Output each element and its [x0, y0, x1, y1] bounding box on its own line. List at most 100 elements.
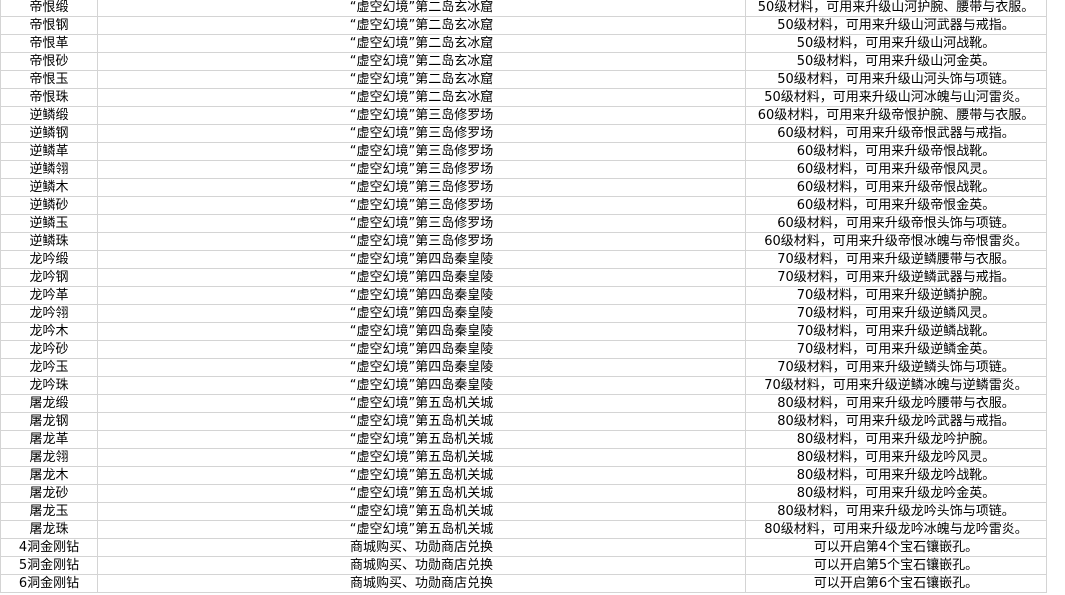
description: 70级材料，可用来升级逆鳞冰魄与逆鳞雷炎。	[745, 376, 1047, 395]
source: “虚空幻境”第二岛玄冰窟	[97, 34, 746, 53]
source: “虚空幻境”第二岛玄冰窟	[97, 16, 746, 35]
source: “虚空幻境”第五岛机关城	[97, 502, 746, 521]
source: “虚空幻境”第三岛修罗场	[97, 178, 746, 197]
source: “虚空幻境”第四岛秦皇陵	[97, 286, 746, 305]
description: 80级材料，可用来升级龙吟风灵。	[745, 448, 1047, 467]
item-name: 逆鳞玉	[0, 214, 98, 233]
item-name: 6洞金刚钻	[0, 574, 98, 593]
description: 70级材料，可用来升级逆鳞风灵。	[745, 304, 1047, 323]
description: 70级材料，可用来升级逆鳞武器与戒指。	[745, 268, 1047, 287]
source: “虚空幻境”第三岛修罗场	[97, 232, 746, 251]
source: “虚空幻境”第五岛机关城	[97, 430, 746, 449]
item-name: 屠龙翎	[0, 448, 98, 467]
description: 60级材料，可用来升级帝恨战靴。	[745, 178, 1047, 197]
item-name: 帝恨砂	[0, 52, 98, 71]
item-name: 屠龙缎	[0, 394, 98, 413]
description: 60级材料，可用来升级帝恨武器与戒指。	[745, 124, 1047, 143]
description: 可以开启第6个宝石镶嵌孔。	[745, 574, 1047, 593]
source: “虚空幻境”第二岛玄冰窟	[97, 0, 746, 17]
source: “虚空幻境”第三岛修罗场	[97, 106, 746, 125]
table-row: 帝恨砂 “虚空幻境”第二岛玄冰窟 50级材料，可用来升级山河金英。	[0, 52, 1047, 71]
table-row: 逆鳞玉 “虚空幻境”第三岛修罗场 60级材料，可用来升级帝恨头饰与项链。	[0, 214, 1047, 233]
table-row: 逆鳞缎 “虚空幻境”第三岛修罗场 60级材料，可用来升级帝恨护腕、腰带与衣服。	[0, 106, 1047, 125]
table-row: 屠龙砂 “虚空幻境”第五岛机关城 80级材料，可用来升级龙吟金英。	[0, 484, 1047, 503]
description: 60级材料，可用来升级帝恨护腕、腰带与衣服。	[745, 106, 1047, 125]
description: 50级材料，可用来升级山河冰魄与山河雷炎。	[745, 88, 1047, 107]
item-name: 帝恨珠	[0, 88, 98, 107]
description: 60级材料，可用来升级帝恨冰魄与帝恨雷炎。	[745, 232, 1047, 251]
item-name: 龙吟珠	[0, 376, 98, 395]
item-name: 4洞金刚钻	[0, 538, 98, 557]
table-row: 屠龙木 “虚空幻境”第五岛机关城 80级材料，可用来升级龙吟战靴。	[0, 466, 1047, 485]
source: “虚空幻境”第三岛修罗场	[97, 196, 746, 215]
item-name: 屠龙木	[0, 466, 98, 485]
item-name: 屠龙玉	[0, 502, 98, 521]
description: 60级材料，可用来升级帝恨金英。	[745, 196, 1047, 215]
description: 可以开启第5个宝石镶嵌孔。	[745, 556, 1047, 575]
item-name: 逆鳞缎	[0, 106, 98, 125]
description: 50级材料，可用来升级山河护腕、腰带与衣服。	[745, 0, 1047, 17]
item-name: 逆鳞珠	[0, 232, 98, 251]
table-row: 龙吟翎 “虚空幻境”第四岛秦皇陵 70级材料，可用来升级逆鳞风灵。	[0, 304, 1047, 323]
source: “虚空幻境”第四岛秦皇陵	[97, 376, 746, 395]
item-name: 逆鳞钢	[0, 124, 98, 143]
source: “虚空幻境”第五岛机关城	[97, 520, 746, 539]
source: “虚空幻境”第四岛秦皇陵	[97, 358, 746, 377]
source: “虚空幻境”第三岛修罗场	[97, 214, 746, 233]
item-name: 屠龙砂	[0, 484, 98, 503]
source: “虚空幻境”第二岛玄冰窟	[97, 52, 746, 71]
item-name: 逆鳞翎	[0, 160, 98, 179]
item-name: 帝恨钢	[0, 16, 98, 35]
source: “虚空幻境”第四岛秦皇陵	[97, 250, 746, 269]
sheet-table: 帝恨缎 “虚空幻境”第二岛玄冰窟 50级材料，可用来升级山河护腕、腰带与衣服。 帝恨钢…	[0, 0, 1047, 593]
item-name: 屠龙革	[0, 430, 98, 449]
table-row: 屠龙珠 “虚空幻境”第五岛机关城 80级材料，可用来升级龙吟冰魄与龙吟雷炎。	[0, 520, 1047, 539]
table-row: 屠龙革 “虚空幻境”第五岛机关城 80级材料，可用来升级龙吟护腕。	[0, 430, 1047, 449]
table-row: 帝恨革 “虚空幻境”第二岛玄冰窟 50级材料，可用来升级山河战靴。	[0, 34, 1047, 53]
source: 商城购买、功勋商店兑换	[97, 556, 746, 575]
item-name: 龙吟翎	[0, 304, 98, 323]
table-row: 逆鳞革 “虚空幻境”第三岛修罗场 60级材料，可用来升级帝恨战靴。	[0, 142, 1047, 161]
item-name: 屠龙珠	[0, 520, 98, 539]
item-name: 龙吟砂	[0, 340, 98, 359]
source: “虚空幻境”第五岛机关城	[97, 484, 746, 503]
description: 70级材料，可用来升级逆鳞金英。	[745, 340, 1047, 359]
description: 70级材料，可用来升级逆鳞战靴。	[745, 322, 1047, 341]
description: 70级材料，可用来升级逆鳞头饰与项链。	[745, 358, 1047, 377]
description: 70级材料，可用来升级逆鳞腰带与衣服。	[745, 250, 1047, 269]
source: “虚空幻境”第五岛机关城	[97, 394, 746, 413]
item-name: 屠龙钢	[0, 412, 98, 431]
source: “虚空幻境”第二岛玄冰窟	[97, 88, 746, 107]
source: “虚空幻境”第四岛秦皇陵	[97, 268, 746, 287]
table-row: 逆鳞木 “虚空幻境”第三岛修罗场 60级材料，可用来升级帝恨战靴。	[0, 178, 1047, 197]
source: “虚空幻境”第三岛修罗场	[97, 142, 746, 161]
description: 可以开启第4个宝石镶嵌孔。	[745, 538, 1047, 557]
description: 60级材料，可用来升级帝恨战靴。	[745, 142, 1047, 161]
item-name: 龙吟木	[0, 322, 98, 341]
source: 商城购买、功勋商店兑换	[97, 574, 746, 593]
table-row: 帝恨玉 “虚空幻境”第二岛玄冰窟 50级材料，可用来升级山河头饰与项链。	[0, 70, 1047, 89]
table-row: 5洞金刚钻 商城购买、功勋商店兑换 可以开启第5个宝石镶嵌孔。	[0, 556, 1047, 575]
source: “虚空幻境”第三岛修罗场	[97, 160, 746, 179]
table-row: 逆鳞翎 “虚空幻境”第三岛修罗场 60级材料，可用来升级帝恨风灵。	[0, 160, 1047, 179]
item-name: 5洞金刚钻	[0, 556, 98, 575]
item-name: 龙吟缎	[0, 250, 98, 269]
table-row: 帝恨缎 “虚空幻境”第二岛玄冰窟 50级材料，可用来升级山河护腕、腰带与衣服。	[0, 0, 1047, 17]
source: “虚空幻境”第五岛机关城	[97, 448, 746, 467]
table-row: 龙吟珠 “虚空幻境”第四岛秦皇陵 70级材料，可用来升级逆鳞冰魄与逆鳞雷炎。	[0, 376, 1047, 395]
table-row: 帝恨珠 “虚空幻境”第二岛玄冰窟 50级材料，可用来升级山河冰魄与山河雷炎。	[0, 88, 1047, 107]
source: “虚空幻境”第三岛修罗场	[97, 124, 746, 143]
description: 50级材料，可用来升级山河战靴。	[745, 34, 1047, 53]
source: “虚空幻境”第五岛机关城	[97, 412, 746, 431]
table-row: 帝恨钢 “虚空幻境”第二岛玄冰窟 50级材料，可用来升级山河武器与戒指。	[0, 16, 1047, 35]
item-name: 逆鳞砂	[0, 196, 98, 215]
description: 80级材料，可用来升级龙吟金英。	[745, 484, 1047, 503]
description: 60级材料，可用来升级帝恨头饰与项链。	[745, 214, 1047, 233]
description: 60级材料，可用来升级帝恨风灵。	[745, 160, 1047, 179]
table-row: 逆鳞钢 “虚空幻境”第三岛修罗场 60级材料，可用来升级帝恨武器与戒指。	[0, 124, 1047, 143]
table-row: 屠龙玉 “虚空幻境”第五岛机关城 80级材料，可用来升级龙吟头饰与项链。	[0, 502, 1047, 521]
item-name: 龙吟钢	[0, 268, 98, 287]
description: 80级材料，可用来升级龙吟战靴。	[745, 466, 1047, 485]
table-row: 龙吟木 “虚空幻境”第四岛秦皇陵 70级材料，可用来升级逆鳞战靴。	[0, 322, 1047, 341]
